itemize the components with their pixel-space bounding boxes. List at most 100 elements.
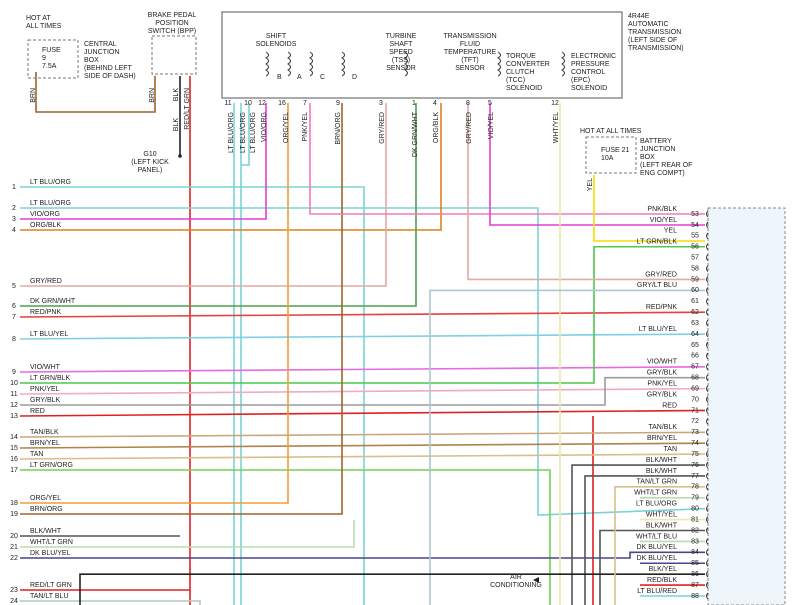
pin-number: 11 [10,391,17,398]
wire [429,289,705,605]
pin-number: 10 [10,380,18,387]
wire-label: BLK [173,118,180,132]
fuse-label: 10A [601,155,614,162]
component-label: TRANSMISSION [443,33,496,40]
wire-label: DK BLU/YEL [637,544,678,551]
wire [467,103,705,281]
wire-label: VIO/YEL [488,112,495,139]
coil [404,51,408,77]
wire-label: WHT/LT BLU [636,533,677,540]
wire [489,103,705,226]
pin-number: 55 [691,233,699,240]
wire-label: ORG/BLK [433,112,440,143]
component-label: SOLENOID [506,85,542,92]
solenoid-letter: A [297,74,302,81]
wire-label: LT BLU/YEL [30,331,68,338]
wire-label: BRN [149,88,156,103]
junction-box-label: JUNCTION [84,49,119,56]
pin-number: 8 [466,100,470,107]
pin-bracket [706,330,709,338]
solenoid-letter: C [320,74,325,81]
wire-label: LT GRN/BLK [30,375,71,382]
pin-number: 7 [303,100,307,107]
pin-bracket [706,407,709,414]
wire [20,103,289,504]
pin-number: 4 [12,227,16,234]
pin-number: 61 [691,298,699,305]
coil [497,51,501,77]
coil [265,51,269,77]
wire-label: GRY/BLK [30,397,61,404]
pin-number: 3 [379,100,383,107]
pin-bracket [706,581,709,589]
wire-label: LT BLU/YEL [639,326,677,333]
wire-label: WHT/LT GRN [634,490,677,497]
wire-label: GRY/LT BLU [637,282,677,289]
pin-bracket [706,570,709,578]
pin-number: 1 [412,100,416,107]
pin-number: 56 [691,244,699,251]
ground-label: (LEFT KICK [131,159,169,166]
pin-number: 7 [12,314,16,321]
component-label: TURBINE [386,33,417,40]
wire [19,442,706,449]
battery-box-label: ENG COMPT) [640,170,685,177]
battery-box-outline [585,136,637,174]
junction-box-label: (BEHIND LEFT [84,65,133,72]
pin-number: 87 [691,582,699,589]
wire [20,207,706,516]
wire-label: GRY/RED [466,112,473,144]
wire [614,486,705,605]
component-label: PRESSURE [571,61,610,68]
pin-bracket [706,559,709,567]
pin-number: 21 [10,544,18,551]
wire-label: WHT/YEL [646,511,677,518]
pin-number: 64 [691,331,699,338]
pin-number: 13 [10,413,18,420]
pin-number: 82 [691,527,699,534]
pin-bracket [706,287,709,294]
pin-number: 9 [12,369,16,376]
pin-number: 57 [691,254,699,261]
wire [20,103,387,287]
wire [20,551,705,559]
pin-number: 16 [10,456,18,463]
wire-label: RED [30,408,45,415]
pin-number: 20 [10,533,18,540]
pin-bracket [706,592,709,600]
hot-label: HOT AT [26,15,51,22]
wire-label: DK BLU/YEL [30,550,71,557]
wire-label: LT BLU/ORG [636,501,677,508]
pin-number: 10 [244,100,252,107]
wire [584,475,705,605]
pin-number: 86 [691,571,699,578]
transmission-title: TRANSMISSION [628,29,681,36]
wire [79,573,705,605]
component-label: (TFT) [461,57,479,64]
wire-label: GRY/RED [645,271,677,278]
wire-label: BLK [173,88,180,102]
wire-label: BRN/YEL [647,435,677,442]
component-label: (EPC) [571,77,590,84]
coil [341,51,345,77]
wire-label: LT BLU/RED [637,588,677,595]
fuse-label: FUSE 21 [601,147,630,154]
pin-number: 83 [691,538,699,545]
bpp-label: POSITION [155,20,188,27]
coil [561,51,565,77]
component-label: FLUID [460,41,480,48]
ground-label: G10 [143,151,156,158]
pin-number: 67 [691,364,699,371]
component-label: SHAFT [390,41,414,48]
pin-number: 12 [551,100,559,107]
pin-bracket [706,439,709,447]
wire [19,333,706,340]
battery-box-label: BOX [640,154,655,161]
transmission-title: (LEFT SIDE OF [628,37,677,44]
pin-number: 71 [691,407,699,414]
ground-point [178,154,182,158]
bpp-label: BRAKE PEDAL [148,12,197,19]
ground-label: PANEL) [138,167,163,174]
pin-number: 16 [278,100,286,107]
